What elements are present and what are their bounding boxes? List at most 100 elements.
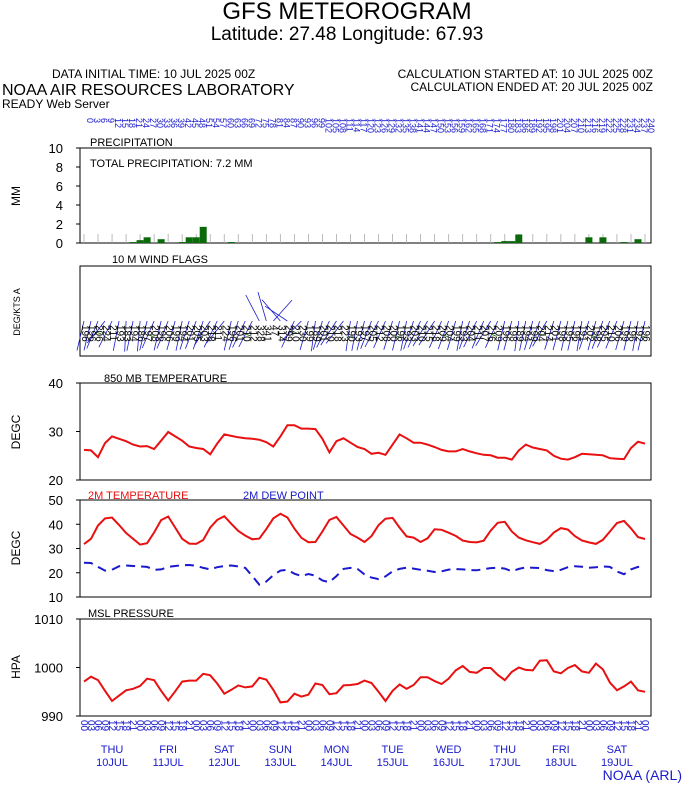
wind-direction-label: 194 (521, 325, 532, 342)
precipitation-y-axis: 0 2 4 6 8 10 (49, 141, 80, 251)
date-label: 17JUL (489, 757, 521, 769)
hour-tick-label: 00 (639, 720, 650, 732)
y-tick-label: 40 (49, 517, 63, 532)
wind-barb (428, 320, 443, 348)
wind-barb (166, 320, 176, 351)
forecast-hour-label: 63 (232, 118, 242, 128)
wind-barb (316, 320, 330, 348)
wind-direction-label: 198 (591, 325, 602, 342)
forecast-hour-label: 192 (534, 118, 544, 133)
wind-barb (257, 291, 267, 322)
wind-barb (228, 320, 239, 350)
wind-direction-label: 193 (352, 325, 363, 342)
wind-barb (320, 320, 337, 346)
y-tick-label: 20 (49, 566, 63, 581)
wind-barb (552, 320, 562, 351)
wind-barb (475, 320, 492, 347)
forecast-hour-label: 156 (450, 118, 460, 133)
forecast-hour-label: 84 (281, 118, 291, 128)
hour-tick-label: 15 (618, 720, 629, 732)
forecast-hour-label: 111 (344, 118, 354, 132)
forecast-hour-label: 213 (583, 118, 593, 133)
wind-barb (412, 320, 428, 347)
wind-direction-labels: 1961962062242111931831941861972081962061… (79, 325, 651, 342)
precipitation-bar (494, 242, 502, 243)
precipitation-bar (227, 242, 235, 243)
wind-barb (312, 320, 323, 350)
wind-barb-flag (147, 334, 154, 337)
wind-barb (383, 320, 393, 350)
hour-tick-label: 09 (548, 720, 559, 732)
forecast-hour-label: 90 (295, 118, 305, 128)
hour-tick-label: 03 (366, 720, 377, 732)
wind-direction-label: 186 (135, 325, 146, 342)
wind-direction-label: 203 (198, 325, 209, 342)
wind-barb (596, 320, 611, 348)
wind-barb (273, 299, 293, 322)
wind-direction-label: 196 (79, 325, 90, 342)
wind-barb (578, 320, 590, 350)
wind-barb (403, 320, 414, 350)
date-label: 13JUL (264, 757, 296, 769)
wind-barb (153, 320, 162, 351)
weekday-label: THU (493, 744, 516, 756)
precipitation-bar (501, 241, 509, 243)
hour-tick-label: 15 (225, 720, 236, 732)
forecast-hour-label: 153 (443, 118, 453, 133)
y-tick-label: 30 (49, 425, 63, 440)
forecast-hour-label: 147 (429, 118, 439, 133)
hour-tick-label: 03 (590, 720, 601, 732)
hour-tick-label: 21 (183, 720, 194, 732)
hour-tick-label: 21 (351, 720, 362, 732)
surface-y-axis: 10 20 30 40 50 (49, 493, 80, 605)
wind-direction-label: 204 (465, 325, 476, 342)
legend-2m-dew-point: 2M DEW POINT (243, 490, 324, 502)
hour-tick-label: 12 (162, 720, 173, 732)
wind-direction-label: 47 (268, 325, 279, 337)
wind-direction-label: 183 (121, 325, 132, 342)
wind-direction-label: 205 (598, 325, 609, 342)
weekday-label: WED (436, 744, 462, 756)
forecast-hour-label: 216 (590, 118, 600, 133)
hour-tick-label: 21 (520, 720, 531, 732)
forecast-hour-label: 93 (302, 118, 312, 128)
wind-direction-label: 223 (338, 325, 349, 342)
wind-barb (392, 320, 400, 351)
forecast-hour-label: 159 (457, 118, 467, 133)
wind-barb (615, 320, 625, 351)
y-tick-label: 1000 (34, 661, 63, 676)
wind-barb (373, 320, 386, 349)
dew-point-2m-series (83, 561, 646, 586)
wind-direction-label: 230 (296, 325, 307, 342)
forecast-hour-label: 204 (562, 118, 572, 133)
hour-tick-label: 12 (218, 720, 229, 732)
pressure-series (83, 659, 646, 704)
time-axis: 0003060912151821000306091215182100030609… (78, 720, 650, 769)
hour-tick-label: 06 (316, 720, 327, 732)
wind-barb-flag (641, 335, 647, 339)
forecast-hour-label: 198 (548, 118, 558, 133)
wind-barb (623, 320, 632, 351)
hour-tick-label: 09 (323, 720, 334, 732)
legend-2m-temperature: 2M TEMPERATURE (88, 490, 188, 502)
wind-barb (360, 320, 372, 349)
forecast-hour-label: 117 (358, 118, 368, 132)
forecast-hour-label: 171 (485, 118, 495, 133)
wind-direction-label: 218 (430, 325, 441, 342)
precipitation-bar (599, 237, 607, 243)
wind-barb-flag (348, 335, 354, 339)
wind-barb (400, 320, 407, 351)
pressure-line (83, 659, 646, 704)
forecast-hour-label: 180 (506, 118, 516, 133)
weekday-label: FRI (159, 744, 177, 756)
wind-direction-label: 208 (381, 325, 392, 342)
wind-barb (587, 320, 597, 351)
wind-direction-label: 201 (233, 325, 244, 342)
wind-direction-label: 205 (191, 325, 202, 342)
wind-barb-flag (245, 333, 251, 337)
wind-direction-label: 196 (86, 325, 97, 342)
wind-direction-label: 224 (219, 325, 230, 342)
weekday-label: SAT (607, 744, 628, 756)
wind-barb-flag (491, 334, 497, 337)
forecast-hour-label: 138 (408, 118, 418, 133)
